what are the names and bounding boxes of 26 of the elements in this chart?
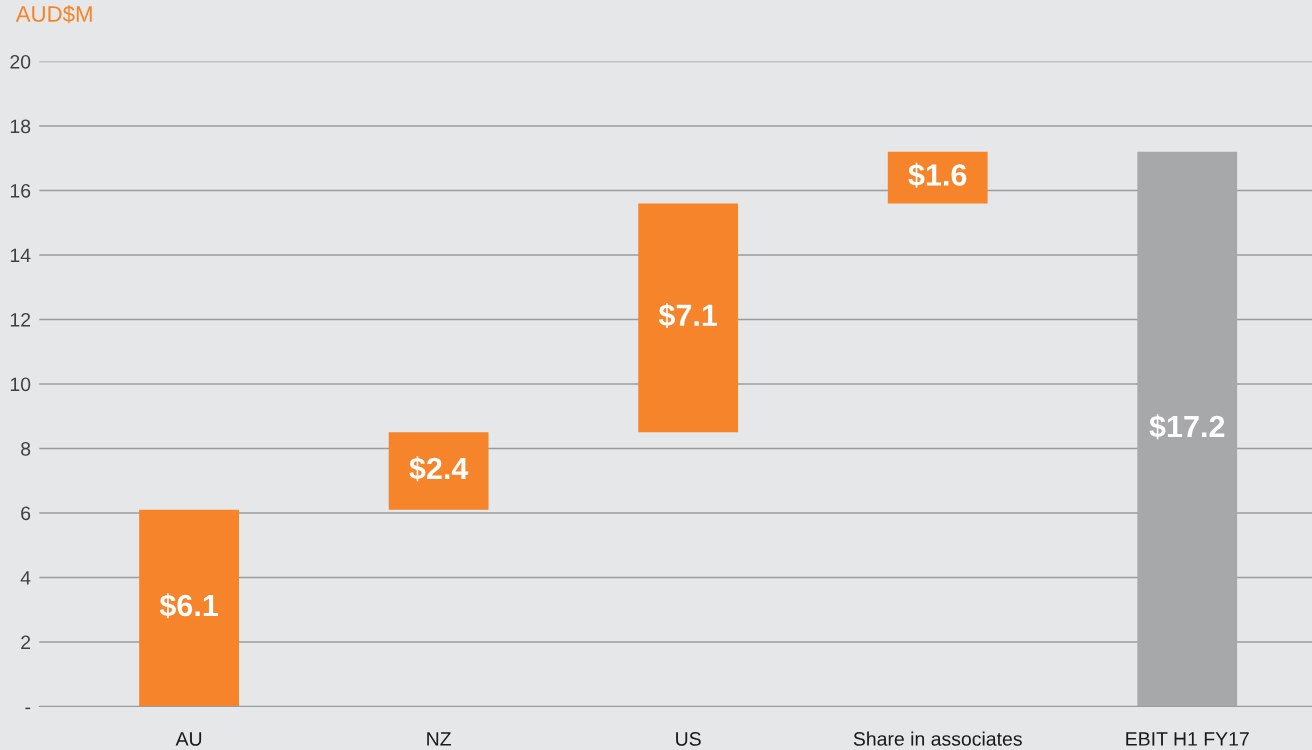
y-tick-label: 12: [10, 312, 31, 327]
y-tick-label: 4: [20, 571, 31, 585]
x-tick-label: US: [676, 732, 701, 746]
data-label: $17.2: [1149, 414, 1225, 440]
y-tick-label: 6: [21, 506, 31, 521]
x-tick-label: EBIT H1 FY17: [1126, 732, 1249, 746]
y-tick-label: -: [25, 707, 31, 710]
y-tick-label: 18: [10, 119, 31, 134]
y-tick-label: 8: [21, 441, 31, 456]
y-tick-label: 16: [10, 183, 31, 198]
y-axis-title: AUD$M: [15, 5, 92, 24]
x-tick-label: Share in associates: [853, 731, 1022, 746]
bar: [388, 432, 489, 510]
data-label: $7.1: [658, 303, 718, 329]
data-label: $6.1: [159, 593, 218, 619]
bar: [638, 203, 739, 433]
y-tick-label: 20: [10, 54, 31, 69]
x-tick-label: AU: [175, 732, 202, 746]
x-tick-label: NZ: [427, 732, 451, 746]
data-label: $2.4: [409, 456, 469, 482]
y-tick-label: 14: [10, 248, 31, 263]
bar: [1137, 151, 1238, 707]
bar: [139, 509, 239, 707]
y-tick-label: 2: [21, 635, 31, 650]
data-label: $1.6: [908, 162, 967, 188]
y-tick-label: 10: [10, 377, 31, 392]
